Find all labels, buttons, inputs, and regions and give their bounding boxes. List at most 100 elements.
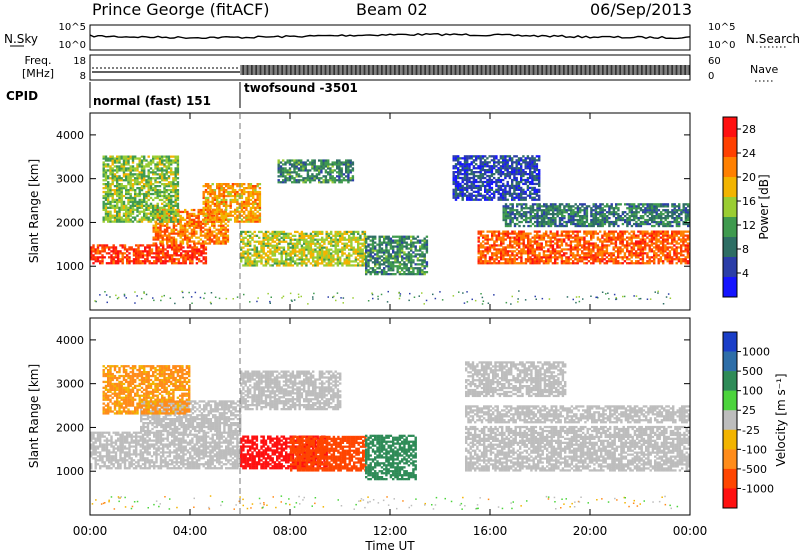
frequency-panel-frame [89, 54, 691, 81]
heatmap-cell [596, 246, 600, 249]
heatmap-cell [211, 212, 214, 215]
heatmap-cell [264, 234, 268, 237]
heatmap-cell [371, 261, 375, 264]
heatmap-cell [560, 242, 564, 245]
heatmap-cell [264, 244, 268, 247]
heatmap-cell [247, 192, 250, 196]
heatmap-cell [330, 244, 333, 247]
heatmap-cell [312, 234, 315, 237]
heatmap-cell [493, 262, 496, 265]
heatmap-cell [357, 254, 360, 257]
heatmap-cell [125, 190, 128, 194]
heatmap-cell [630, 246, 633, 249]
heatmap-cell [104, 155, 108, 158]
heatmap-cell [190, 218, 194, 221]
heatmap-cell [211, 230, 214, 233]
heatmap-cell [626, 242, 629, 245]
heatmap-cell [254, 208, 257, 211]
heatmap-cell [107, 214, 110, 217]
heatmap-cell [164, 258, 167, 261]
heatmap-cell [371, 249, 375, 252]
heatmap-cell [538, 207, 541, 210]
heatmap-cell [367, 255, 370, 258]
heatmap-cell [197, 218, 200, 221]
heatmap-cell [558, 222, 562, 226]
heatmap-cell [134, 208, 137, 211]
heatmap-cell [491, 256, 494, 259]
heatmap-cell [345, 242, 349, 245]
heatmap-cell [614, 246, 618, 249]
heatmap-cell [646, 242, 649, 245]
heatmap-cell [147, 169, 150, 172]
heatmap-cell [171, 262, 174, 265]
heatmap-cell [198, 258, 201, 261]
heatmap-cell [276, 250, 279, 253]
heatmap-cell [540, 256, 543, 259]
heatmap-cell [168, 226, 171, 229]
heatmap-cell [655, 242, 658, 245]
heatmap-cell [140, 161, 144, 164]
heatmap-cell [425, 251, 429, 254]
heatmap-cell [596, 256, 600, 259]
heatmap-cell [321, 248, 324, 251]
heatmap-cell [650, 232, 654, 235]
heatmap-cell [118, 177, 121, 180]
heatmap-cell [300, 232, 304, 235]
heatmap-cell [318, 232, 322, 235]
heatmap-cell [536, 224, 539, 228]
heatmap-cell [149, 202, 153, 205]
heatmap-cell [343, 260, 346, 263]
heatmap-cell [147, 212, 150, 215]
heatmap-cell [186, 240, 189, 243]
heatmap-cell [125, 187, 128, 190]
heatmap-cell [545, 256, 548, 259]
heatmap-cell [536, 254, 539, 257]
heatmap-cell [224, 222, 227, 225]
heatmap-cell [383, 257, 386, 260]
heatmap-cell [122, 218, 126, 221]
heatmap-cell [127, 196, 130, 200]
heatmap-cell [267, 254, 270, 257]
heatmap-cell [396, 251, 399, 254]
heatmap-cell [209, 218, 212, 221]
heatmap-cell [385, 247, 388, 250]
heatmap-cell [152, 157, 155, 160]
heatmap-cell [594, 256, 597, 259]
heatmap-cell [513, 236, 516, 239]
heatmap-cell [488, 250, 492, 253]
heatmap-cell [152, 192, 155, 196]
heatmap-cell [170, 236, 173, 239]
heatmap-cell [601, 246, 604, 249]
heatmap-cell [587, 246, 591, 249]
heatmap-cell [545, 234, 548, 237]
heatmap-cell [491, 246, 494, 249]
heatmap-cell [170, 155, 173, 158]
heatmap-cell [159, 250, 163, 253]
heatmap-cell [122, 200, 126, 204]
heatmap-cell [339, 236, 342, 239]
heatmap-cell [136, 165, 139, 168]
heatmap-cell [170, 163, 173, 166]
heatmap-cell [158, 220, 162, 223]
heatmap-cell [621, 250, 624, 253]
heatmap-cell [236, 202, 239, 205]
heatmap-cell [246, 242, 250, 245]
heatmap-cell [389, 263, 393, 266]
heatmap-cell [243, 216, 246, 219]
cpid-panel: CPID normal (fast) 151 twofsound -3501 [6, 81, 358, 108]
heatmap-cell [190, 214, 194, 218]
heatmap-cell [477, 248, 480, 251]
heatmap-cell [389, 261, 393, 264]
heatmap-cell [630, 262, 633, 265]
heatmap-cell [536, 244, 539, 247]
heatmap-cell [511, 252, 514, 255]
heatmap-cell [376, 249, 379, 252]
heatmap-cell [303, 242, 306, 245]
heatmap-cell [176, 169, 180, 172]
heatmap-cell [167, 167, 171, 170]
heatmap-cell [587, 260, 591, 263]
heatmap-cell [350, 232, 353, 235]
heatmap-cell [254, 212, 257, 215]
heatmap-cell [330, 260, 333, 263]
heatmap-cell [172, 194, 175, 198]
